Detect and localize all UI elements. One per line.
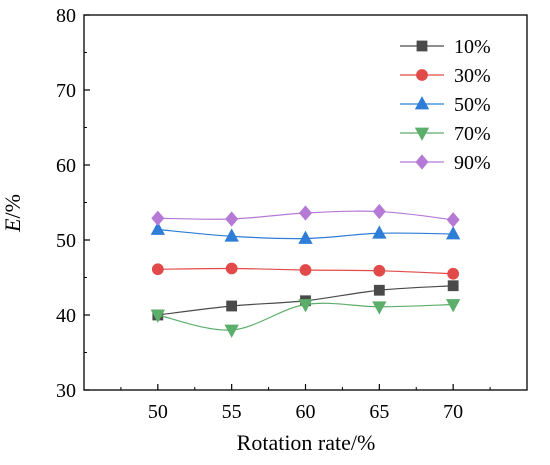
data-point	[445, 299, 461, 313]
legend-marker	[416, 69, 428, 81]
legend-item: 10%	[400, 36, 491, 58]
data-point	[373, 284, 385, 296]
x-tick-label: 60	[296, 401, 316, 423]
data-point	[150, 309, 166, 323]
x-axis-title: Rotation rate/%	[237, 430, 376, 455]
x-tick-label: 50	[148, 401, 168, 423]
x-tick-label: 65	[369, 401, 389, 423]
x-tick-label: 55	[222, 401, 242, 423]
data-point	[372, 203, 386, 220]
data-point	[298, 230, 313, 244]
data-point	[373, 264, 386, 277]
data-point	[226, 300, 238, 312]
legend-marker	[414, 127, 430, 141]
legend-item: 90%	[400, 152, 491, 174]
y-tick-label: 80	[56, 5, 76, 27]
y-tick-label: 60	[56, 155, 76, 177]
series-50pct	[150, 221, 461, 244]
legend-label: 10%	[454, 36, 491, 58]
data-point	[150, 221, 166, 235]
axes: 50 55 60 65 70 30 40 50 60 70 80	[56, 5, 528, 423]
data-point	[299, 264, 312, 276]
data-point	[298, 299, 313, 313]
legend-marker	[414, 96, 430, 110]
y-tick-label: 30	[56, 380, 76, 402]
legend-marker	[416, 40, 428, 52]
y-axis-title: E/%	[0, 194, 25, 233]
data-point	[446, 212, 460, 228]
series-90pct	[151, 203, 460, 228]
data-point	[372, 301, 387, 315]
data-point	[372, 225, 387, 239]
data-point	[224, 228, 239, 242]
legend-label: 70%	[454, 123, 491, 145]
y-tick-label: 40	[56, 305, 76, 327]
legend-item: 70%	[400, 123, 491, 145]
data-point	[445, 226, 461, 240]
data-point	[224, 324, 239, 338]
data-point	[447, 267, 460, 280]
series-70pct	[150, 299, 461, 338]
x-tick-label: 70	[443, 401, 463, 423]
legend-label: 50%	[454, 94, 491, 116]
legend-label: 30%	[454, 65, 491, 87]
y-tick-label: 50	[56, 230, 76, 252]
y-tick-label: 70	[56, 80, 76, 102]
legend-item: 30%	[400, 65, 491, 87]
series-30pct	[151, 262, 460, 280]
legend-marker	[415, 154, 429, 170]
data-point	[447, 280, 459, 292]
data-point	[151, 263, 164, 276]
data-point	[151, 210, 165, 226]
y-axis-title-rest: /%	[0, 194, 25, 218]
data-point	[298, 205, 313, 221]
y-axis-title-italic: E	[0, 218, 25, 233]
legend: 10% 30% 50% 70% 90%	[400, 36, 491, 174]
legend-label: 90%	[454, 152, 491, 174]
data-point	[225, 211, 239, 227]
legend-item: 50%	[400, 94, 491, 116]
data-point	[225, 262, 238, 275]
series-layer	[150, 203, 461, 338]
